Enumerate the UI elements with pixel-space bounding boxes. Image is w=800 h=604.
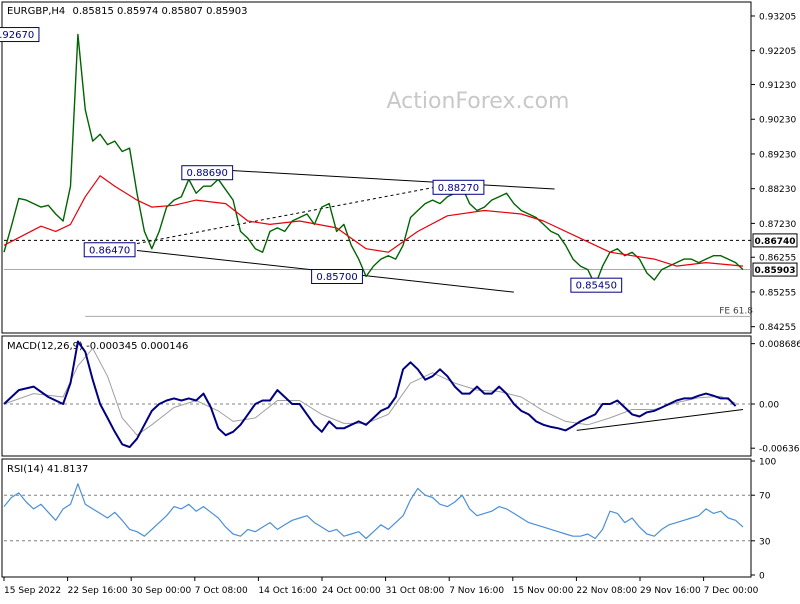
level-label-text: 0.88690 [187,168,228,179]
macd-main-line [3,340,737,449]
reference-lines [4,168,751,542]
level-label-box [570,277,623,293]
price-y-tick-label: 0.90230 [759,116,796,126]
rsi-y-tick-label: 30 [759,537,771,547]
price-y-tick-label: 0.84255 [759,323,796,333]
x-tick-label: 29 Nov 16:00 [640,586,701,596]
rsi-panel-frame [1,458,752,578]
price-y-tick-label: 0.86255 [759,254,796,264]
price-y-tick-label: 0.88230 [759,185,796,195]
watermark: ActionForex.com [387,89,570,114]
x-tick-label: 31 Oct 08:00 [386,586,445,596]
x-tick-label: 22 Nov 08:00 [576,586,637,596]
level-label-box [432,179,485,195]
symbol-name: EURGBP,H4 [7,6,65,17]
level-label-text: 0.86470 [89,245,130,256]
price-tag-text: 0.86740 [755,237,796,247]
level-label-box [0,27,40,43]
level-label-text: 0.92670 [0,30,34,41]
macd-trendline [576,409,744,431]
series-lines [3,33,744,540]
level-label-text: 0.85700 [316,272,357,283]
level-label-box [311,269,363,284]
rsi-y-tick-label: 0 [759,572,765,582]
price-y-tick-label: 0.93205 [759,12,796,22]
macd-y-tick-label: -0.006366 [759,445,800,455]
price-tag-box [752,233,798,248]
price-y-tick-label: 0.91230 [759,81,796,91]
fe-label: FE 61.8 [719,306,753,316]
price-moving-average-line [3,175,744,267]
symbol-label: EURGBP,H4 0.85815 0.85974 0.85807 0.8590… [7,6,247,17]
level-label-box [83,242,136,258]
x-tick-label: 22 Sep 16:00 [68,586,128,596]
macd-y-tick-label: 0.008686 [759,340,800,350]
axes: 0.93205 0.92205 0.91230 0.90230 0.89230 0.882… [3,12,800,596]
price-tag-box [752,262,798,277]
level-label-box [181,165,234,181]
x-tick-label: 14 Oct 16:00 [258,586,317,596]
rsi-title: RSI(14) 41.8137 [7,464,88,475]
x-tick-label: 24 Oct 00:00 [322,586,381,596]
annotations: 0.92670 0.88690 0.86470 0.85700 0.88270 0.854… [0,27,798,316]
level-label-text: 0.88270 [438,183,479,194]
x-tick-label: 7 Dec 00:00 [704,586,759,596]
macd-panel-frame [1,335,752,457]
price-tag-text: 0.85903 [755,266,796,276]
x-tick-label: 15 Nov 00:00 [513,586,574,596]
price-trendline-2 [136,182,459,245]
price-y-tick-label: 0.87230 [759,220,796,230]
ohlc-values: 0.85815 0.85974 0.85807 0.85903 [72,6,247,17]
rsi-y-tick-label: 100 [759,458,776,468]
x-tick-label: 15 Sep 2022 [4,586,61,596]
price-y-tick-label: 0.85255 [759,288,796,298]
x-tick-label: 7 Nov 16:00 [449,586,504,596]
macd-y-tick-label: 0.00 [759,400,779,410]
rsi-y-tick-label: 70 [759,492,771,502]
price-panel-frame [1,1,752,334]
level-label-text: 0.85450 [576,281,617,292]
chart-header: EURGBP,H4 0.85815 0.85974 0.85807 0.8590… [7,6,247,17]
price-y-tick-label: 0.89230 [759,150,796,160]
x-tick-label: 30 Sep 00:00 [131,586,191,596]
price-close-line [3,33,744,286]
x-tick-label: 7 Oct 08:00 [195,586,248,596]
rsi-line [3,483,744,540]
price-trendline-0 [203,168,555,190]
price-y-tick-label: 0.92205 [759,47,796,57]
macd-title: MACD(12,26,9) -0.000345 0.000146 [7,341,188,352]
